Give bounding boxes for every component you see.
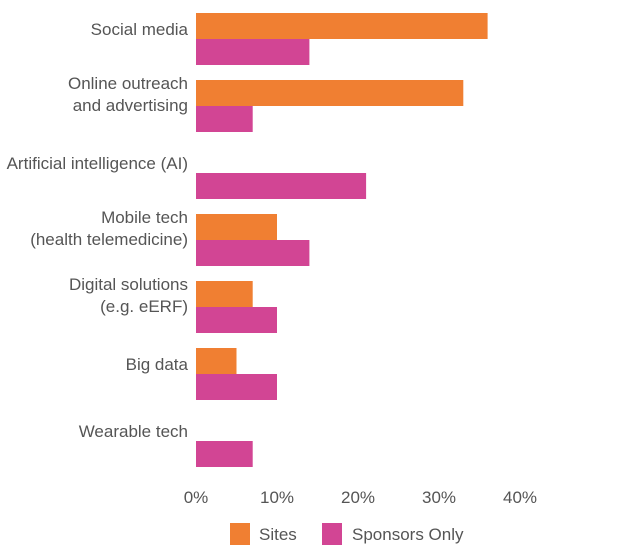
category-label-4-line-1: (e.g. eERF) (100, 297, 188, 316)
category-label-6-line-0: Wearable tech (79, 422, 188, 441)
legend: Sites Sponsors Only (230, 523, 464, 545)
category-label-3-line-1: (health telemedicine) (30, 230, 188, 249)
x-tick-label-0: 0% (184, 488, 209, 507)
bar-sponsors-only-5 (196, 374, 277, 400)
legend-label-sponsors-only: Sponsors Only (352, 525, 464, 544)
bar-sites-4 (196, 281, 253, 307)
bar-sponsors-only-2 (196, 173, 367, 199)
category-label-5-line-0: Big data (126, 355, 189, 374)
bars-group (196, 13, 488, 467)
bar-sites-5 (196, 348, 237, 374)
x-tick-label-4: 40% (503, 488, 537, 507)
category-label-1-line-1: and advertising (73, 96, 188, 115)
legend-label-sites: Sites (259, 525, 297, 544)
category-label-2-line-0: Artificial intelligence (AI) (7, 154, 188, 173)
x-tick-label-2: 20% (341, 488, 375, 507)
category-label-0-line-0: Social media (91, 20, 189, 39)
bar-sponsors-only-3 (196, 240, 310, 266)
x-tick-label-1: 10% (260, 488, 294, 507)
bar-sponsors-only-4 (196, 307, 277, 333)
category-labels: Social media Online outreach and advertisi… (7, 20, 189, 441)
category-label-3-line-0: Mobile tech (101, 208, 188, 227)
bar-sites-1 (196, 80, 464, 106)
bar-sites-0 (196, 13, 488, 39)
bar-sites-3 (196, 214, 277, 240)
x-tick-label-3: 30% (422, 488, 456, 507)
category-label-4-line-0: Digital solutions (69, 275, 188, 294)
bar-sponsors-only-1 (196, 106, 253, 132)
legend-swatch-sponsors-only (322, 523, 342, 545)
bar-sponsors-only-6 (196, 441, 253, 467)
legend-swatch-sites (230, 523, 250, 545)
bar-sponsors-only-0 (196, 39, 310, 65)
x-axis-tick-labels: 0% 10% 20% 30% 40% (184, 488, 537, 507)
category-label-1-line-0: Online outreach (68, 74, 188, 93)
